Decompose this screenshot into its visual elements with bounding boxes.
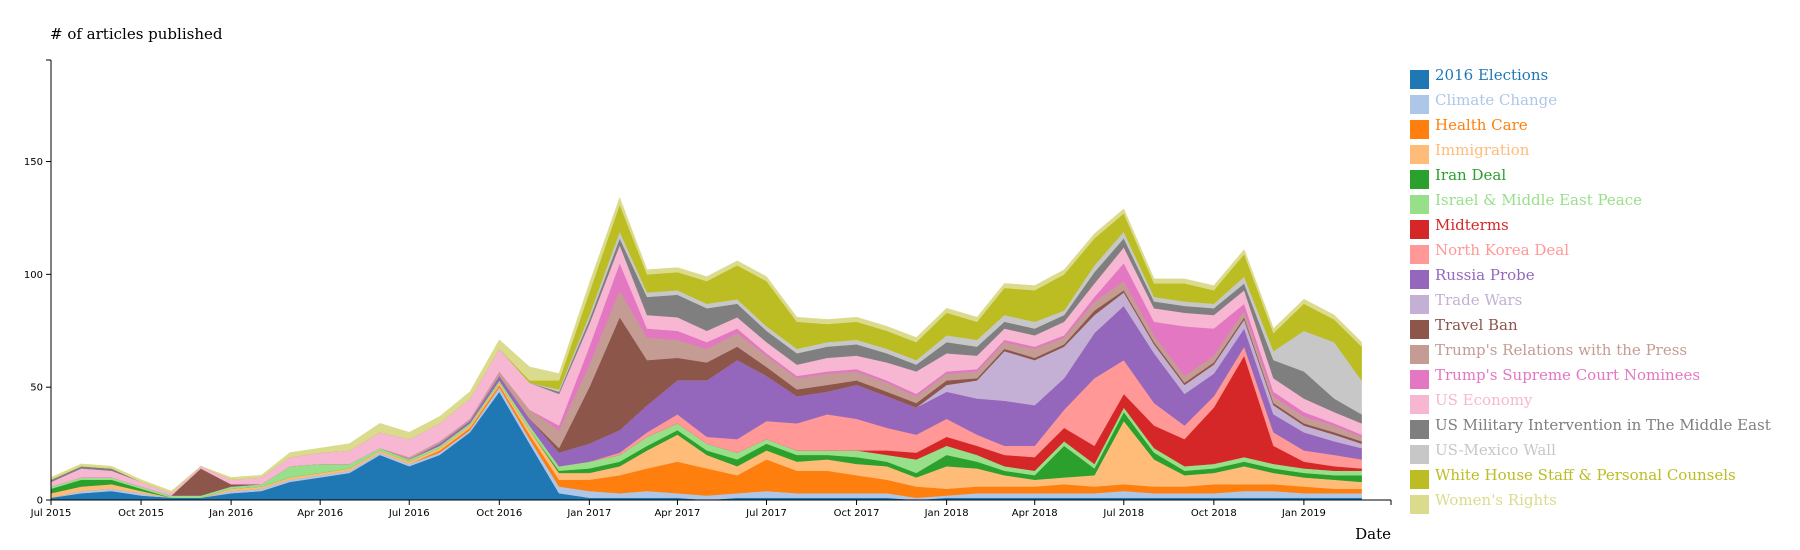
x-tick-label: Apr 2017 (654, 508, 700, 519)
legend-label-6: Midterms (1435, 216, 1509, 234)
legend-swatch-4 (1410, 170, 1429, 189)
x-tick-label: Jan 2016 (208, 508, 253, 519)
y-tick-label: 50 (30, 383, 43, 394)
x-tick-label: Jul 2018 (1102, 508, 1144, 519)
legend-label-9: Trade Wars (1435, 291, 1522, 309)
legend-swatch-6 (1410, 220, 1429, 239)
x-tick-label: Jan 2019 (1281, 508, 1326, 519)
x-tick-label: Jul 2017 (745, 508, 787, 519)
legend-label-10: Travel Ban (1435, 316, 1518, 334)
x-axis: Jul 2015 Oct 2015 Jan 2016 Apr 2016 Jul 2016… (30, 499, 1392, 519)
legend-swatch-10 (1410, 320, 1429, 339)
x-tick-label: Oct 2016 (476, 508, 522, 519)
legend-label-5: Israel & Middle East Peace (1435, 191, 1642, 209)
legend-swatch-12 (1410, 370, 1429, 389)
legend-label-1: Climate Change (1435, 91, 1557, 109)
legend-swatch-0 (1410, 70, 1429, 89)
legend-label-3: Immigration (1435, 141, 1530, 159)
y-axis: 0 50 100 150 (24, 59, 52, 507)
legend-label-2: Health Care (1435, 116, 1528, 134)
legend-swatch-16 (1410, 470, 1429, 489)
y-tick-label: 100 (24, 270, 43, 281)
legend-swatch-17 (1410, 495, 1429, 514)
y-axis-label: # of articles published (50, 25, 223, 43)
legend-label-0: 2016 Elections (1435, 66, 1548, 84)
legend-label-16: White House Staff & Personal Counsels (1435, 466, 1736, 484)
area-layers (50, 196, 1362, 501)
area-series-17 (50, 196, 1362, 494)
legend-swatch-13 (1410, 395, 1429, 414)
legend-swatch-14 (1410, 420, 1429, 439)
legend-label-14: US Military Intervention in The Middle E… (1435, 416, 1771, 434)
x-tick-label: Jan 2018 (924, 508, 969, 519)
x-tick-label: Apr 2016 (297, 508, 343, 519)
legend-swatch-1 (1410, 95, 1429, 114)
legend-swatch-11 (1410, 345, 1429, 364)
legend-swatch-15 (1410, 445, 1429, 464)
y-tick-label: 0 (37, 496, 43, 507)
legend-label-7: North Korea Deal (1435, 241, 1569, 259)
x-tick-label: Oct 2017 (834, 508, 880, 519)
legend-swatch-9 (1410, 295, 1429, 314)
legend-label-13: US Economy (1435, 391, 1533, 409)
legend-swatch-5 (1410, 195, 1429, 214)
y-tick-label: 150 (24, 157, 43, 168)
x-tick-label: Apr 2018 (1012, 508, 1058, 519)
legend-swatch-3 (1410, 145, 1429, 164)
legend-label-8: Russia Probe (1435, 266, 1535, 284)
x-tick-label: Oct 2018 (1191, 508, 1237, 519)
legend: 2016 Elections Climate Change Health Care I… (1410, 66, 1771, 514)
legend-swatch-7 (1410, 245, 1429, 264)
legend-label-15: US-Mexico Wall (1435, 441, 1556, 459)
x-tick-label: Jul 2015 (30, 508, 72, 519)
legend-label-4: Iran Deal (1435, 166, 1506, 184)
x-tick-label: Oct 2015 (118, 508, 164, 519)
x-axis-label: Date (1355, 525, 1391, 543)
legend-swatch-2 (1410, 120, 1429, 139)
x-tick-label: Jan 2017 (566, 508, 611, 519)
legend-label-12: Trump's Supreme Court Nominees (1435, 366, 1700, 384)
x-tick-label: Jul 2016 (388, 508, 430, 519)
legend-label-11: Trump's Relations with the Press (1435, 341, 1687, 359)
legend-label-17: Women's Rights (1435, 491, 1557, 509)
legend-swatch-8 (1410, 270, 1429, 289)
